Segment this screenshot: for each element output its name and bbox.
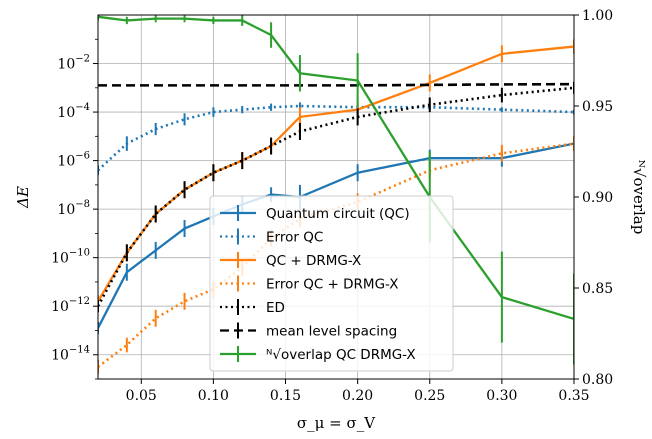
legend-label: mean level spacing — [266, 324, 397, 340]
x-tick-label: 0.35 — [558, 388, 589, 404]
y-left-tick-label: 10−12 — [51, 296, 90, 315]
legend-label: ED — [266, 300, 285, 316]
y-left-tick-label: 10−10 — [51, 248, 90, 267]
y-left-tick-label: 10−14 — [51, 345, 90, 364]
legend: Quantum circuit (QC) Error QC QC + DRMG-X E… — [209, 195, 454, 372]
series-line — [98, 86, 574, 307]
y-right-tick-label: 0.85 — [582, 281, 613, 297]
y-right-tick-label: 1.00 — [582, 8, 613, 24]
series-4 — [98, 81, 574, 313]
y-right-tick-label: 0.80 — [582, 372, 613, 388]
series-5 — [98, 82, 574, 87]
y-axis-label-right: ᴺ√overlap — [630, 160, 648, 235]
legend-label: Error QC — [266, 230, 323, 246]
legend-item: mean level spacing — [220, 322, 397, 340]
legend-item: Error QC + DRMG-X — [220, 275, 398, 293]
series-layer — [98, 15, 574, 375]
y-left-tick-label: 10−8 — [57, 199, 90, 218]
x-tick-label: 0.15 — [270, 388, 301, 404]
x-tick-label: 0.20 — [342, 388, 373, 404]
x-tick-label: 0.25 — [414, 388, 445, 404]
series-line — [98, 142, 574, 368]
y-right-tick-label: 0.95 — [582, 99, 613, 115]
legend-label: Quantum circuit (QC) — [266, 206, 410, 222]
y-axis-label-left: ΔE — [14, 186, 32, 209]
legend-item: Quantum circuit (QC) — [220, 205, 410, 222]
y-left-tick-label: 10−2 — [57, 54, 90, 73]
y-left-tick-label: 10−6 — [57, 151, 90, 170]
legend-label: ᴺ√overlap QC DRMG-X — [266, 347, 416, 363]
x-axis-label: σ_μ = σ_V — [297, 414, 376, 432]
x-tick-label: 0.30 — [486, 388, 517, 404]
legend-label: Error QC + DRMG-X — [266, 277, 398, 293]
legend-item: QC + DRMG-X — [220, 252, 361, 269]
legend-label: QC + DRMG-X — [266, 253, 361, 269]
legend-item: ED — [220, 299, 285, 316]
series-line — [98, 104, 574, 172]
x-tick-label: 0.05 — [126, 388, 157, 404]
series-line — [98, 82, 574, 87]
y-left-tick-label: 10−4 — [57, 102, 90, 121]
x-tick-label: 0.10 — [198, 388, 229, 404]
legend-item: Error QC — [220, 228, 323, 246]
legend-box — [209, 195, 454, 372]
y-right-tick-label: 0.90 — [582, 190, 613, 206]
legend-item: ᴺ√overlap QC DRMG-X — [220, 346, 416, 363]
